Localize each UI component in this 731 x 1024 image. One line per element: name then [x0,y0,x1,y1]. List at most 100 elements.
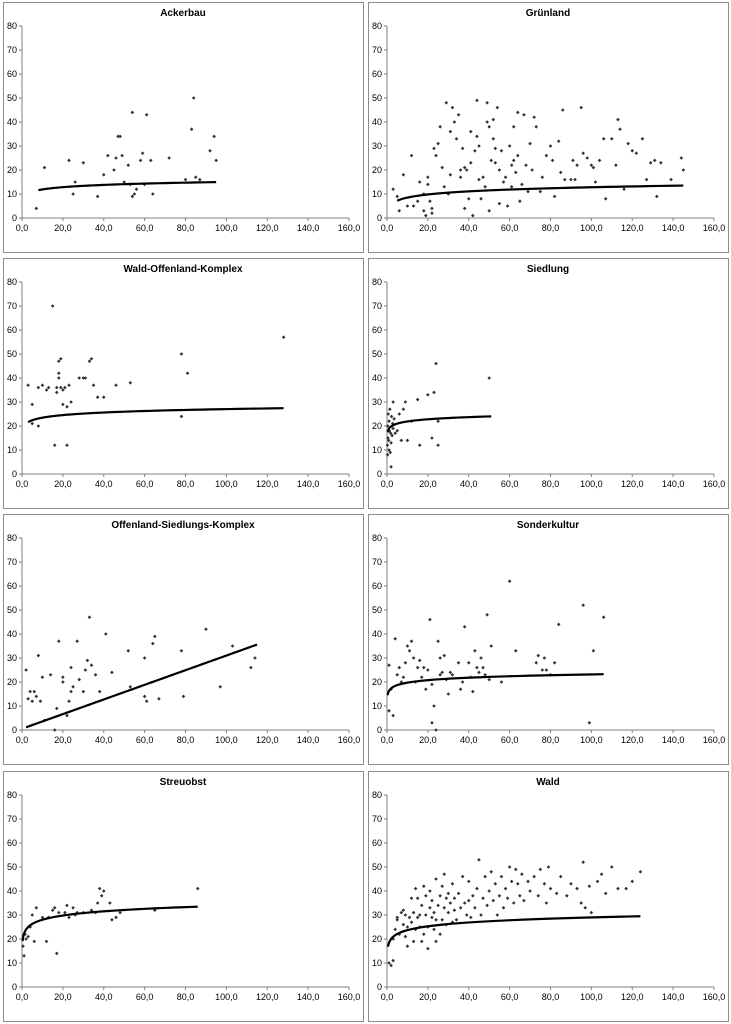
data-point [438,932,442,936]
data-point [114,156,118,160]
data-point [430,211,434,215]
data-point [630,149,635,153]
y-tick-label: 80 [7,790,17,800]
data-point [450,882,455,886]
data-point [421,665,426,670]
x-tick-label: 140,0 [662,479,685,489]
data-point [530,168,534,172]
x-tick-label: 60,0 [136,223,154,233]
data-point [601,615,606,619]
data-point [614,163,618,167]
data-point [444,896,449,900]
y-tick-label: 50 [7,349,17,359]
y-tick-label: 60 [372,69,382,79]
data-point [409,639,414,643]
data-point [477,670,481,675]
data-point [40,915,45,920]
data-point [495,913,500,917]
data-point [542,656,547,660]
x-tick-label: 100,0 [580,223,603,233]
y-tick-label: 40 [7,629,17,639]
data-point [440,670,444,675]
x-tick-label: 160,0 [338,735,361,745]
data-point [468,129,473,134]
data-point [389,465,393,469]
trend-line [27,407,284,424]
data-point [434,361,438,366]
data-point [77,376,82,380]
data-point [26,697,30,701]
data-point [391,713,395,718]
data-point [430,915,434,920]
data-point [595,879,600,884]
y-tick-label: 10 [372,445,382,455]
data-point [509,879,514,884]
data-point [65,903,69,908]
data-point [128,381,133,385]
data-point [591,165,596,170]
data-point [473,649,477,653]
trend-line [386,415,492,433]
data-point [417,658,422,663]
panel-title: Wald [536,777,560,788]
data-point [189,127,194,131]
data-point [397,665,402,670]
x-tick-label: 0,0 [381,223,394,233]
data-point [56,376,61,380]
data-point [432,390,436,395]
data-point [507,865,512,869]
data-point [442,185,447,189]
data-point [516,882,520,886]
data-point [475,886,479,891]
data-point [581,603,585,607]
data-point [61,388,65,392]
x-tick-label: 160,0 [338,992,361,1002]
data-point [436,443,440,447]
data-point [544,668,549,672]
data-point [26,383,30,387]
data-point [444,101,449,105]
data-point [61,402,65,407]
data-point [591,649,596,653]
data-point [399,910,404,915]
data-point [426,393,430,397]
data-point [399,680,404,684]
data-point [587,884,592,888]
data-point [118,910,122,915]
data-point [81,376,86,380]
x-tick-label: 20,0 [54,479,72,489]
data-point [48,673,53,677]
data-point [554,891,559,896]
data-point [54,706,59,711]
data-point [432,910,436,915]
data-point [405,438,410,443]
data-point [450,673,455,677]
y-tick-label: 60 [7,325,17,335]
data-point [493,882,498,886]
data-point [59,357,63,361]
data-point [28,689,32,694]
data-point [505,896,510,900]
data-point [114,383,118,387]
x-tick-label: 160,0 [703,992,726,1002]
data-point [630,879,635,884]
x-tick-label: 100,0 [215,992,238,1002]
data-point [491,117,496,122]
data-point [24,668,28,672]
data-point [413,886,418,891]
data-point [454,918,459,922]
y-tick-label: 20 [7,165,17,175]
data-point [626,141,630,146]
data-point [466,879,471,884]
data-point [462,165,467,170]
data-point [179,414,184,419]
data-point [428,889,432,893]
x-tick-label: 20,0 [54,992,72,1002]
data-point [479,197,483,201]
data-point [89,663,94,667]
data-point [395,429,400,433]
data-point [110,670,114,675]
data-point [99,894,104,898]
